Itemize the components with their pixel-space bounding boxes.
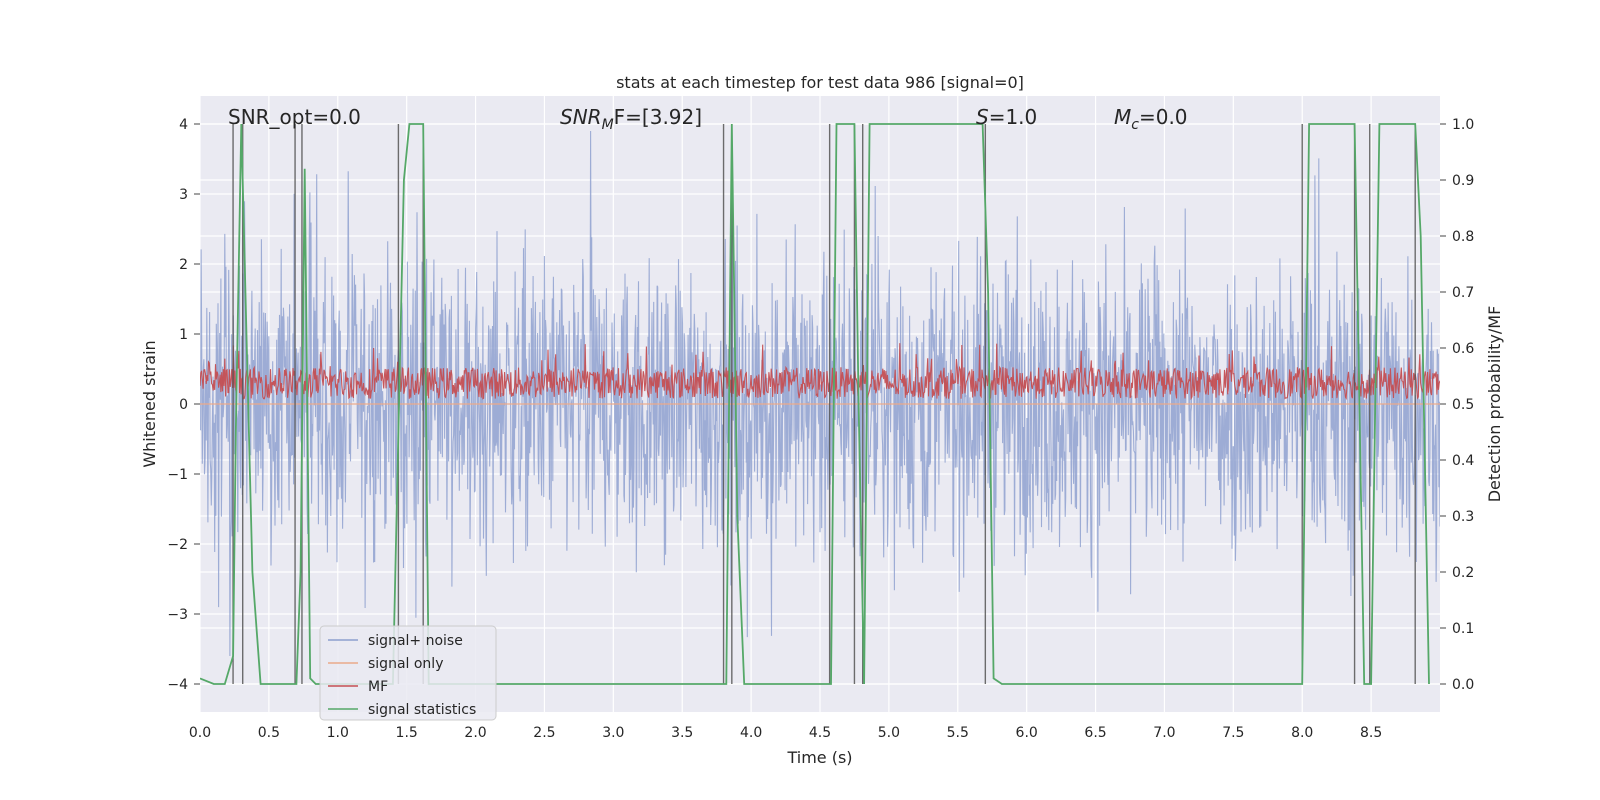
y-tick-label: 0: [179, 397, 188, 413]
x-tick-label: 7.5: [1222, 725, 1244, 741]
y-tick-label: −1: [167, 467, 188, 483]
annotation-snr-mf: SNRMF=[3.92]: [560, 105, 702, 133]
x-tick-label: 6.5: [1084, 725, 1106, 741]
y-axis-label: Whitened strain: [140, 340, 159, 467]
x-tick-label: 8.0: [1291, 725, 1313, 741]
annotation-mc: Mc=0.0: [1114, 105, 1188, 133]
y-right-tick-label: 0.4: [1452, 453, 1474, 469]
y-right-tick-label: 0.0: [1452, 677, 1474, 693]
y-axis-ticks: −4 −3 −2 −1 0 1 2 3 4: [167, 117, 200, 693]
x-axis-label: Time (s): [786, 748, 852, 767]
y-right-tick-label: 0.2: [1452, 565, 1474, 581]
y-tick-label: −3: [167, 607, 188, 623]
y-tick-label: 3: [179, 187, 188, 203]
x-tick-label: 1.5: [396, 725, 418, 741]
y-right-tick-label: 0.8: [1452, 229, 1474, 245]
x-axis-ticks: 0.0 0.5 1.0 1.5 2.0 2.5 3.0 3.5 4.0 4.5 5.0 5.5 6.0 6…: [189, 725, 1382, 741]
y-right-tick-label: 1.0: [1452, 117, 1474, 133]
x-tick-label: 0.0: [189, 725, 211, 741]
series-signal-noise: [200, 130, 1440, 657]
y-right-tick-label: 0.7: [1452, 285, 1474, 301]
legend-label-signal-only: signal only: [368, 656, 443, 672]
legend-box: [319, 625, 497, 721]
x-tick-label: 4.0: [740, 725, 762, 741]
y-right-axis-ticks: 0.0 0.1 0.2 0.3 0.4 0.5 0.6 0.7 0.8 0.9 1.0: [1440, 117, 1474, 693]
legend: signal+ noise signal only MF signal stat…: [319, 625, 497, 721]
x-tick-label: 2.0: [464, 725, 486, 741]
x-tick-label: 6.0: [1016, 725, 1038, 741]
x-tick-label: 1.0: [327, 725, 349, 741]
x-tick-label: 5.0: [878, 725, 900, 741]
y-tick-label: 1: [179, 327, 188, 343]
y-right-tick-label: 0.9: [1452, 173, 1474, 189]
y-tick-label: 2: [179, 257, 188, 273]
x-tick-label: 5.5: [947, 725, 969, 741]
annotation-s: S=1.0: [976, 105, 1037, 129]
x-tick-label: 4.5: [809, 725, 831, 741]
x-tick-label: 3.5: [671, 725, 693, 741]
y-right-axis-label: Detection probability/MF: [1485, 306, 1504, 503]
x-tick-label: 0.5: [258, 725, 280, 741]
y-tick-label: −2: [167, 537, 188, 553]
y-right-tick-label: 0.5: [1452, 397, 1474, 413]
x-tick-label: 2.5: [533, 725, 555, 741]
legend-label-mf: MF: [368, 679, 388, 695]
x-tick-label: 7.0: [1153, 725, 1175, 741]
y-right-tick-label: 0.6: [1452, 341, 1474, 357]
series-signal-statistics: [200, 123, 1430, 685]
legend-label-signal-noise: signal+ noise: [368, 633, 463, 649]
y-right-tick-label: 0.3: [1452, 509, 1474, 525]
x-tick-label: 8.5: [1360, 725, 1382, 741]
y-tick-label: 4: [179, 117, 188, 133]
y-right-tick-label: 0.1: [1452, 621, 1474, 637]
series-mf: [200, 343, 1440, 401]
y-tick-label: −4: [167, 677, 188, 693]
x-tick-label: 3.0: [602, 725, 624, 741]
legend-label-signal-statistics: signal statistics: [368, 702, 476, 718]
chart-title: stats at each timestep for test data 986…: [616, 73, 1024, 92]
annotation-snr-opt: SNR_opt=0.0: [228, 105, 361, 129]
